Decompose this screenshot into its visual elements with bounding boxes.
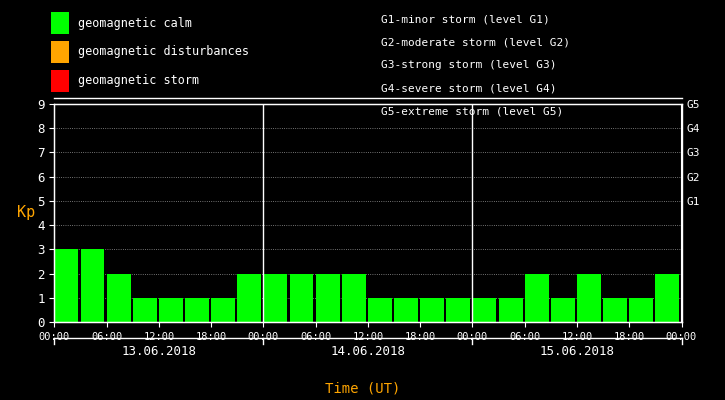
Text: G2-moderate storm (level G2): G2-moderate storm (level G2)	[381, 37, 570, 47]
Y-axis label: Kp: Kp	[17, 206, 36, 220]
Bar	[629, 298, 653, 322]
Bar	[447, 298, 471, 322]
Bar	[499, 298, 523, 322]
Bar	[341, 274, 365, 322]
Bar	[551, 298, 575, 322]
Bar	[133, 298, 157, 322]
Text: G5-extreme storm (level G5): G5-extreme storm (level G5)	[381, 107, 563, 117]
Text: G4-severe storm (level G4): G4-severe storm (level G4)	[381, 84, 556, 94]
Text: G3-strong storm (level G3): G3-strong storm (level G3)	[381, 60, 556, 70]
Bar	[577, 274, 601, 322]
Text: G1-minor storm (level G1): G1-minor storm (level G1)	[381, 14, 550, 24]
Bar	[107, 274, 130, 322]
Bar	[525, 274, 549, 322]
Bar	[289, 274, 313, 322]
Text: geomagnetic storm: geomagnetic storm	[78, 74, 199, 87]
Bar	[263, 274, 287, 322]
Bar	[237, 274, 261, 322]
Text: 13.06.2018: 13.06.2018	[121, 345, 196, 358]
Bar	[54, 249, 78, 322]
Text: geomagnetic calm: geomagnetic calm	[78, 16, 191, 30]
Text: Time (UT): Time (UT)	[325, 382, 400, 396]
Bar	[655, 274, 679, 322]
Bar	[394, 298, 418, 322]
Text: 14.06.2018: 14.06.2018	[331, 345, 405, 358]
Bar	[159, 298, 183, 322]
Bar	[368, 298, 392, 322]
Text: geomagnetic disturbances: geomagnetic disturbances	[78, 45, 249, 58]
Bar	[603, 298, 627, 322]
Bar	[473, 298, 497, 322]
Bar	[80, 249, 104, 322]
Bar	[211, 298, 235, 322]
Bar	[315, 274, 339, 322]
Bar	[185, 298, 209, 322]
Bar	[420, 298, 444, 322]
Text: 15.06.2018: 15.06.2018	[539, 345, 615, 358]
